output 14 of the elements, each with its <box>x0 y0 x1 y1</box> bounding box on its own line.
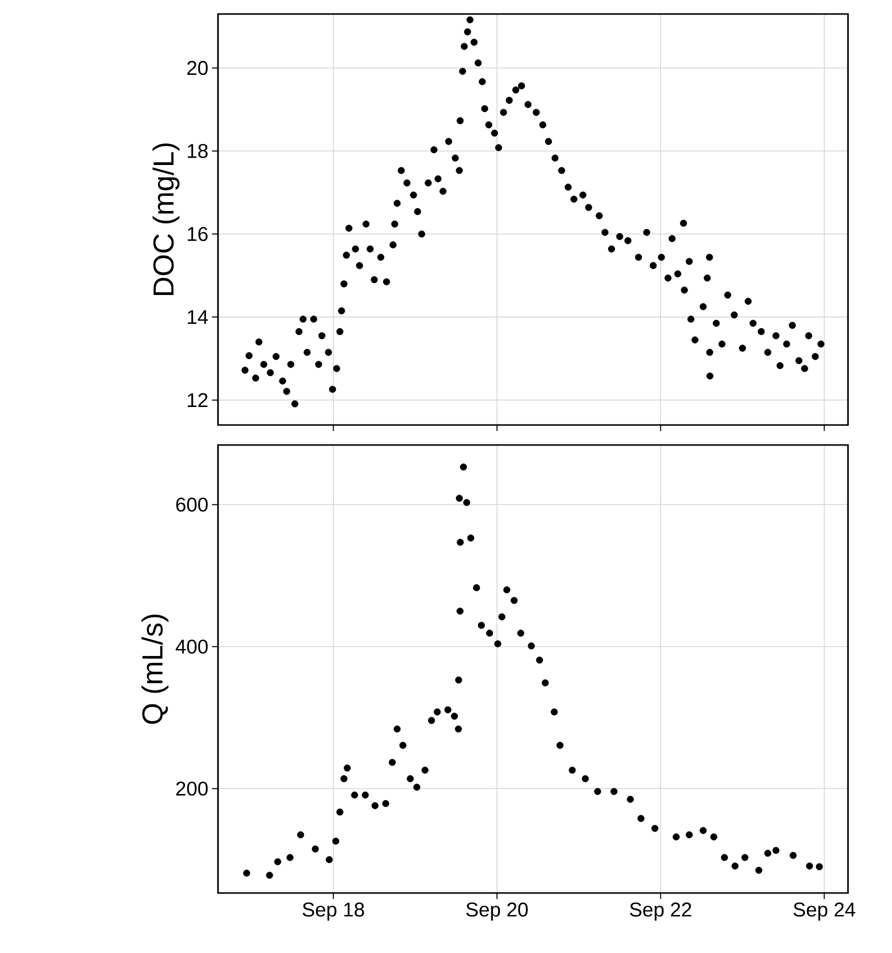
x-tick-label: Sep 20 <box>466 902 528 921</box>
y-tick-label: 16 <box>188 226 208 242</box>
y-tick-label: 20 <box>187 60 208 76</box>
y-tick-label: 600 <box>176 498 208 512</box>
x-tick-label: Sep 22 <box>630 902 692 921</box>
y-tick-label: 18 <box>188 144 208 158</box>
y-tick-label: 12 <box>188 393 208 408</box>
y-axis-title: Q (mL/s) <box>141 614 168 724</box>
x-tick-label: Sep 18 <box>302 902 364 921</box>
y-axis-title: DOC (mg/L) <box>152 143 180 295</box>
y-tick-label: 14 <box>188 310 208 324</box>
x-tick-label: Sep 24 <box>794 902 856 921</box>
y-tick-label: 200 <box>176 782 208 796</box>
y-tick-label: 400 <box>176 640 208 654</box>
